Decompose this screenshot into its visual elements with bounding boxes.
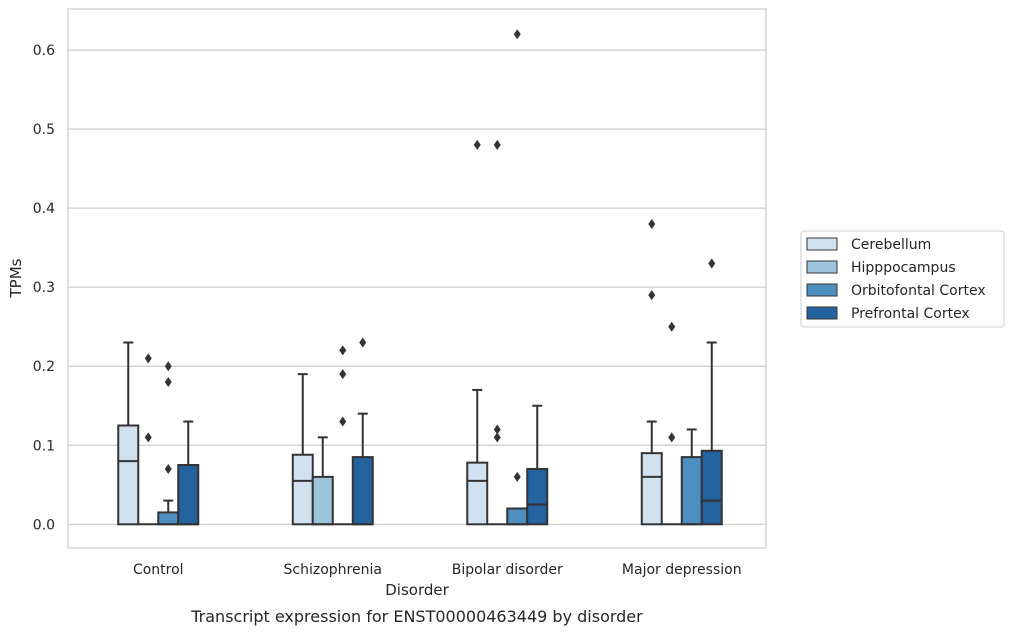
y-tick-label: 0.6 <box>33 43 55 59</box>
box-group <box>680 428 703 526</box>
legend-label: Prefrontal Cortex <box>851 306 970 322</box>
legend-label: Orbitofontal Cortex <box>851 283 986 299</box>
outlier-point <box>144 432 152 443</box>
y-tick-label: 0.2 <box>33 359 55 375</box>
outlier-point <box>339 345 347 356</box>
x-tick-label: Schizophrenia <box>284 562 382 578</box>
outlier-point <box>668 432 676 443</box>
outlier-point <box>164 463 172 474</box>
box <box>291 453 314 526</box>
chart-caption: Transcript expression for ENST0000046344… <box>190 607 643 626</box>
box-group <box>506 507 529 526</box>
outlier-point <box>473 139 481 150</box>
outlier-point <box>648 290 656 301</box>
legend-swatch <box>806 306 838 320</box>
outlier-point <box>339 416 347 427</box>
box-group <box>157 499 180 526</box>
box <box>506 507 529 526</box>
y-ticks: 0.0 0.1 0.2 0.3 0.4 0.5 0.6 <box>33 43 55 533</box>
outlier-point <box>493 432 501 443</box>
outlier-point <box>164 377 172 388</box>
box <box>311 475 334 526</box>
box-group <box>640 420 663 526</box>
box-group <box>177 420 200 526</box>
box <box>177 464 200 526</box>
x-tick-label: Control <box>133 562 184 578</box>
grid-lines <box>68 49 766 525</box>
legend-label: Cerebellum <box>851 237 931 253</box>
outlier-point <box>648 218 656 229</box>
box <box>526 467 549 526</box>
outlier-point <box>493 139 501 150</box>
box <box>157 511 180 526</box>
box-group <box>700 341 723 526</box>
outlier-point <box>493 424 501 435</box>
x-axis-label: Disorder <box>385 581 449 599</box>
box <box>700 449 723 526</box>
plot-frame <box>67 8 767 549</box>
legend-swatch <box>806 237 838 251</box>
x-ticks: Control Schizophrenia Bipolar disorder Majo… <box>133 562 742 578</box>
box-group <box>466 388 489 526</box>
box <box>680 456 703 526</box>
outlier-point <box>668 321 676 332</box>
outlier-point <box>144 353 152 364</box>
y-tick-label: 0.5 <box>33 122 55 138</box>
outlier-point <box>359 337 367 348</box>
legend-swatch <box>806 260 838 274</box>
legend: Cerebellum Hipppocampus Orbitofontal Corte… <box>800 230 1005 328</box>
outlier-point <box>164 361 172 372</box>
box-group <box>117 341 140 526</box>
outlier-point <box>513 29 521 40</box>
outlier-point <box>339 369 347 380</box>
boxes <box>117 341 723 526</box>
box-group <box>291 373 314 526</box>
box <box>351 456 374 526</box>
y-tick-label: 0.1 <box>33 438 55 454</box>
legend-label: Hipppocampus <box>851 260 956 276</box>
box <box>640 452 663 526</box>
x-tick-label: Major depression <box>622 562 742 578</box>
x-tick-label: Bipolar disorder <box>452 562 563 578</box>
legend-frame <box>800 230 1005 328</box>
y-axis-label: TPMs <box>7 258 25 298</box>
outlier-point <box>513 471 521 482</box>
box-group <box>311 436 334 526</box>
y-tick-label: 0.0 <box>33 517 55 533</box>
y-tick-label: 0.4 <box>33 201 55 217</box>
box-group <box>351 412 374 526</box>
box <box>466 461 489 526</box>
y-tick-label: 0.3 <box>33 280 55 296</box>
outliers <box>144 29 716 482</box>
legend-swatch <box>806 283 838 297</box>
outlier-point <box>708 258 716 269</box>
box-group <box>526 404 549 526</box>
box <box>117 424 140 526</box>
